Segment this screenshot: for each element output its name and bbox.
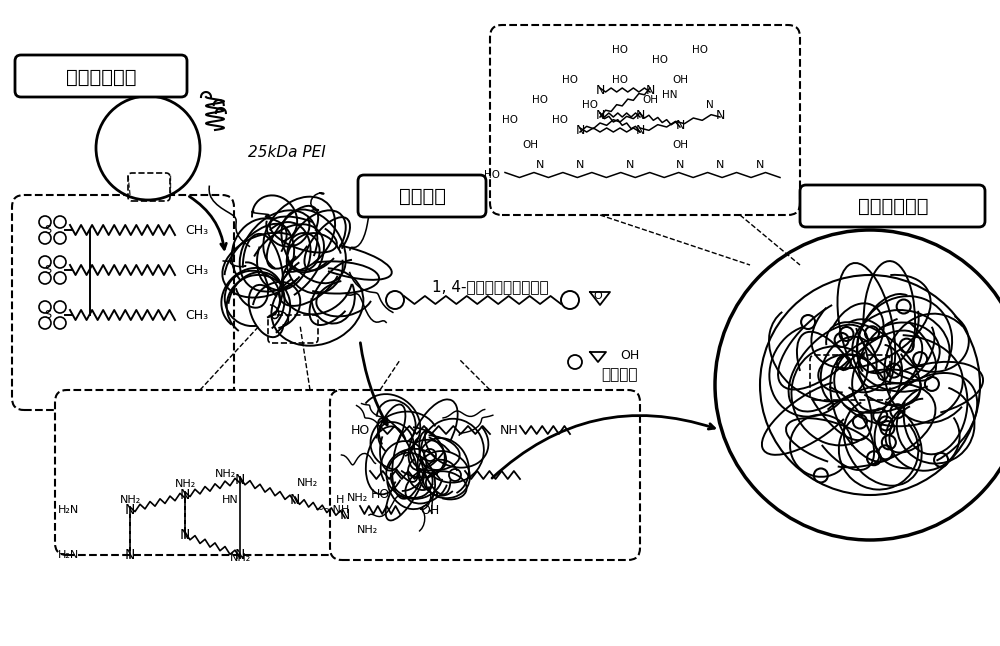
Text: NH: NH	[500, 424, 519, 437]
Text: HO: HO	[502, 115, 518, 125]
FancyBboxPatch shape	[490, 25, 800, 215]
Text: N: N	[715, 109, 725, 121]
FancyBboxPatch shape	[358, 175, 486, 217]
Text: S: S	[44, 225, 52, 235]
Text: OH: OH	[420, 503, 439, 517]
FancyBboxPatch shape	[15, 55, 187, 97]
Text: N: N	[595, 83, 605, 96]
Text: N: N	[576, 160, 584, 170]
Text: HO: HO	[612, 75, 628, 85]
Text: HO: HO	[562, 75, 578, 85]
Text: CH₃: CH₃	[185, 264, 208, 276]
Text: 共价交联: 共价交联	[398, 187, 446, 205]
Text: HO: HO	[532, 95, 548, 105]
FancyBboxPatch shape	[128, 173, 170, 201]
Text: NH₂: NH₂	[356, 525, 378, 535]
Text: 羟基化的冠部: 羟基化的冠部	[858, 196, 928, 216]
Text: HO: HO	[612, 45, 628, 55]
Text: OH: OH	[672, 75, 688, 85]
Text: HO: HO	[692, 45, 708, 55]
Text: 25kDa PEI: 25kDa PEI	[248, 145, 326, 160]
Text: N: N	[595, 109, 605, 121]
Text: N: N	[235, 548, 245, 562]
Text: HN: HN	[222, 495, 238, 505]
Text: N: N	[180, 488, 190, 502]
Text: NH₂: NH₂	[174, 479, 196, 489]
Text: N: N	[756, 160, 764, 170]
Text: 1, 4-丁二醇二缩水甘油醚: 1, 4-丁二醇二缩水甘油醚	[432, 280, 548, 295]
Text: 缩水甘油: 缩水甘油	[602, 368, 638, 382]
Text: N: N	[635, 123, 645, 136]
Text: H₂N: H₂N	[57, 550, 79, 560]
Text: NH₂: NH₂	[214, 469, 236, 479]
Text: S: S	[44, 265, 52, 275]
Text: OH: OH	[642, 95, 658, 105]
Text: N: N	[575, 123, 585, 136]
Text: N: N	[125, 548, 135, 562]
Text: N: N	[536, 160, 544, 170]
Text: CH₃: CH₃	[185, 224, 208, 236]
FancyBboxPatch shape	[55, 390, 355, 555]
Text: N: N	[235, 473, 245, 487]
Text: H: H	[336, 495, 344, 505]
FancyBboxPatch shape	[268, 315, 318, 343]
Text: N: N	[645, 83, 655, 96]
Text: ~~NH: ~~NH	[315, 505, 350, 515]
Text: HN: HN	[662, 90, 678, 100]
Text: NH₂: NH₂	[346, 493, 368, 503]
Text: H₂N: H₂N	[57, 505, 79, 515]
Text: 离子相互作用: 离子相互作用	[66, 67, 136, 87]
FancyBboxPatch shape	[800, 185, 985, 227]
Text: N: N	[706, 100, 714, 110]
Text: OH: OH	[672, 140, 688, 150]
Text: N: N	[675, 118, 685, 132]
Text: N: N	[290, 493, 300, 507]
Text: NH₂: NH₂	[119, 495, 141, 505]
Text: N: N	[676, 160, 684, 170]
Text: NH₂: NH₂	[296, 478, 318, 488]
Text: HO: HO	[582, 100, 598, 110]
Text: S: S	[44, 310, 52, 320]
Text: HO: HO	[351, 424, 370, 437]
Text: HO: HO	[370, 488, 390, 501]
Text: CH₃: CH₃	[185, 309, 208, 322]
Text: N: N	[635, 109, 645, 121]
FancyBboxPatch shape	[12, 195, 234, 410]
Text: N: N	[626, 160, 634, 170]
Text: N: N	[340, 508, 350, 522]
Text: HO: HO	[484, 170, 500, 180]
Text: OH: OH	[522, 140, 538, 150]
Text: N: N	[180, 528, 190, 542]
Text: OH: OH	[620, 348, 639, 362]
Text: O: O	[594, 291, 602, 301]
FancyBboxPatch shape	[810, 355, 890, 400]
Text: HO: HO	[652, 55, 668, 65]
Text: NH₂: NH₂	[229, 553, 251, 563]
FancyBboxPatch shape	[330, 390, 640, 560]
Text: N: N	[125, 503, 135, 517]
Text: N: N	[716, 160, 724, 170]
Text: HO: HO	[552, 115, 568, 125]
